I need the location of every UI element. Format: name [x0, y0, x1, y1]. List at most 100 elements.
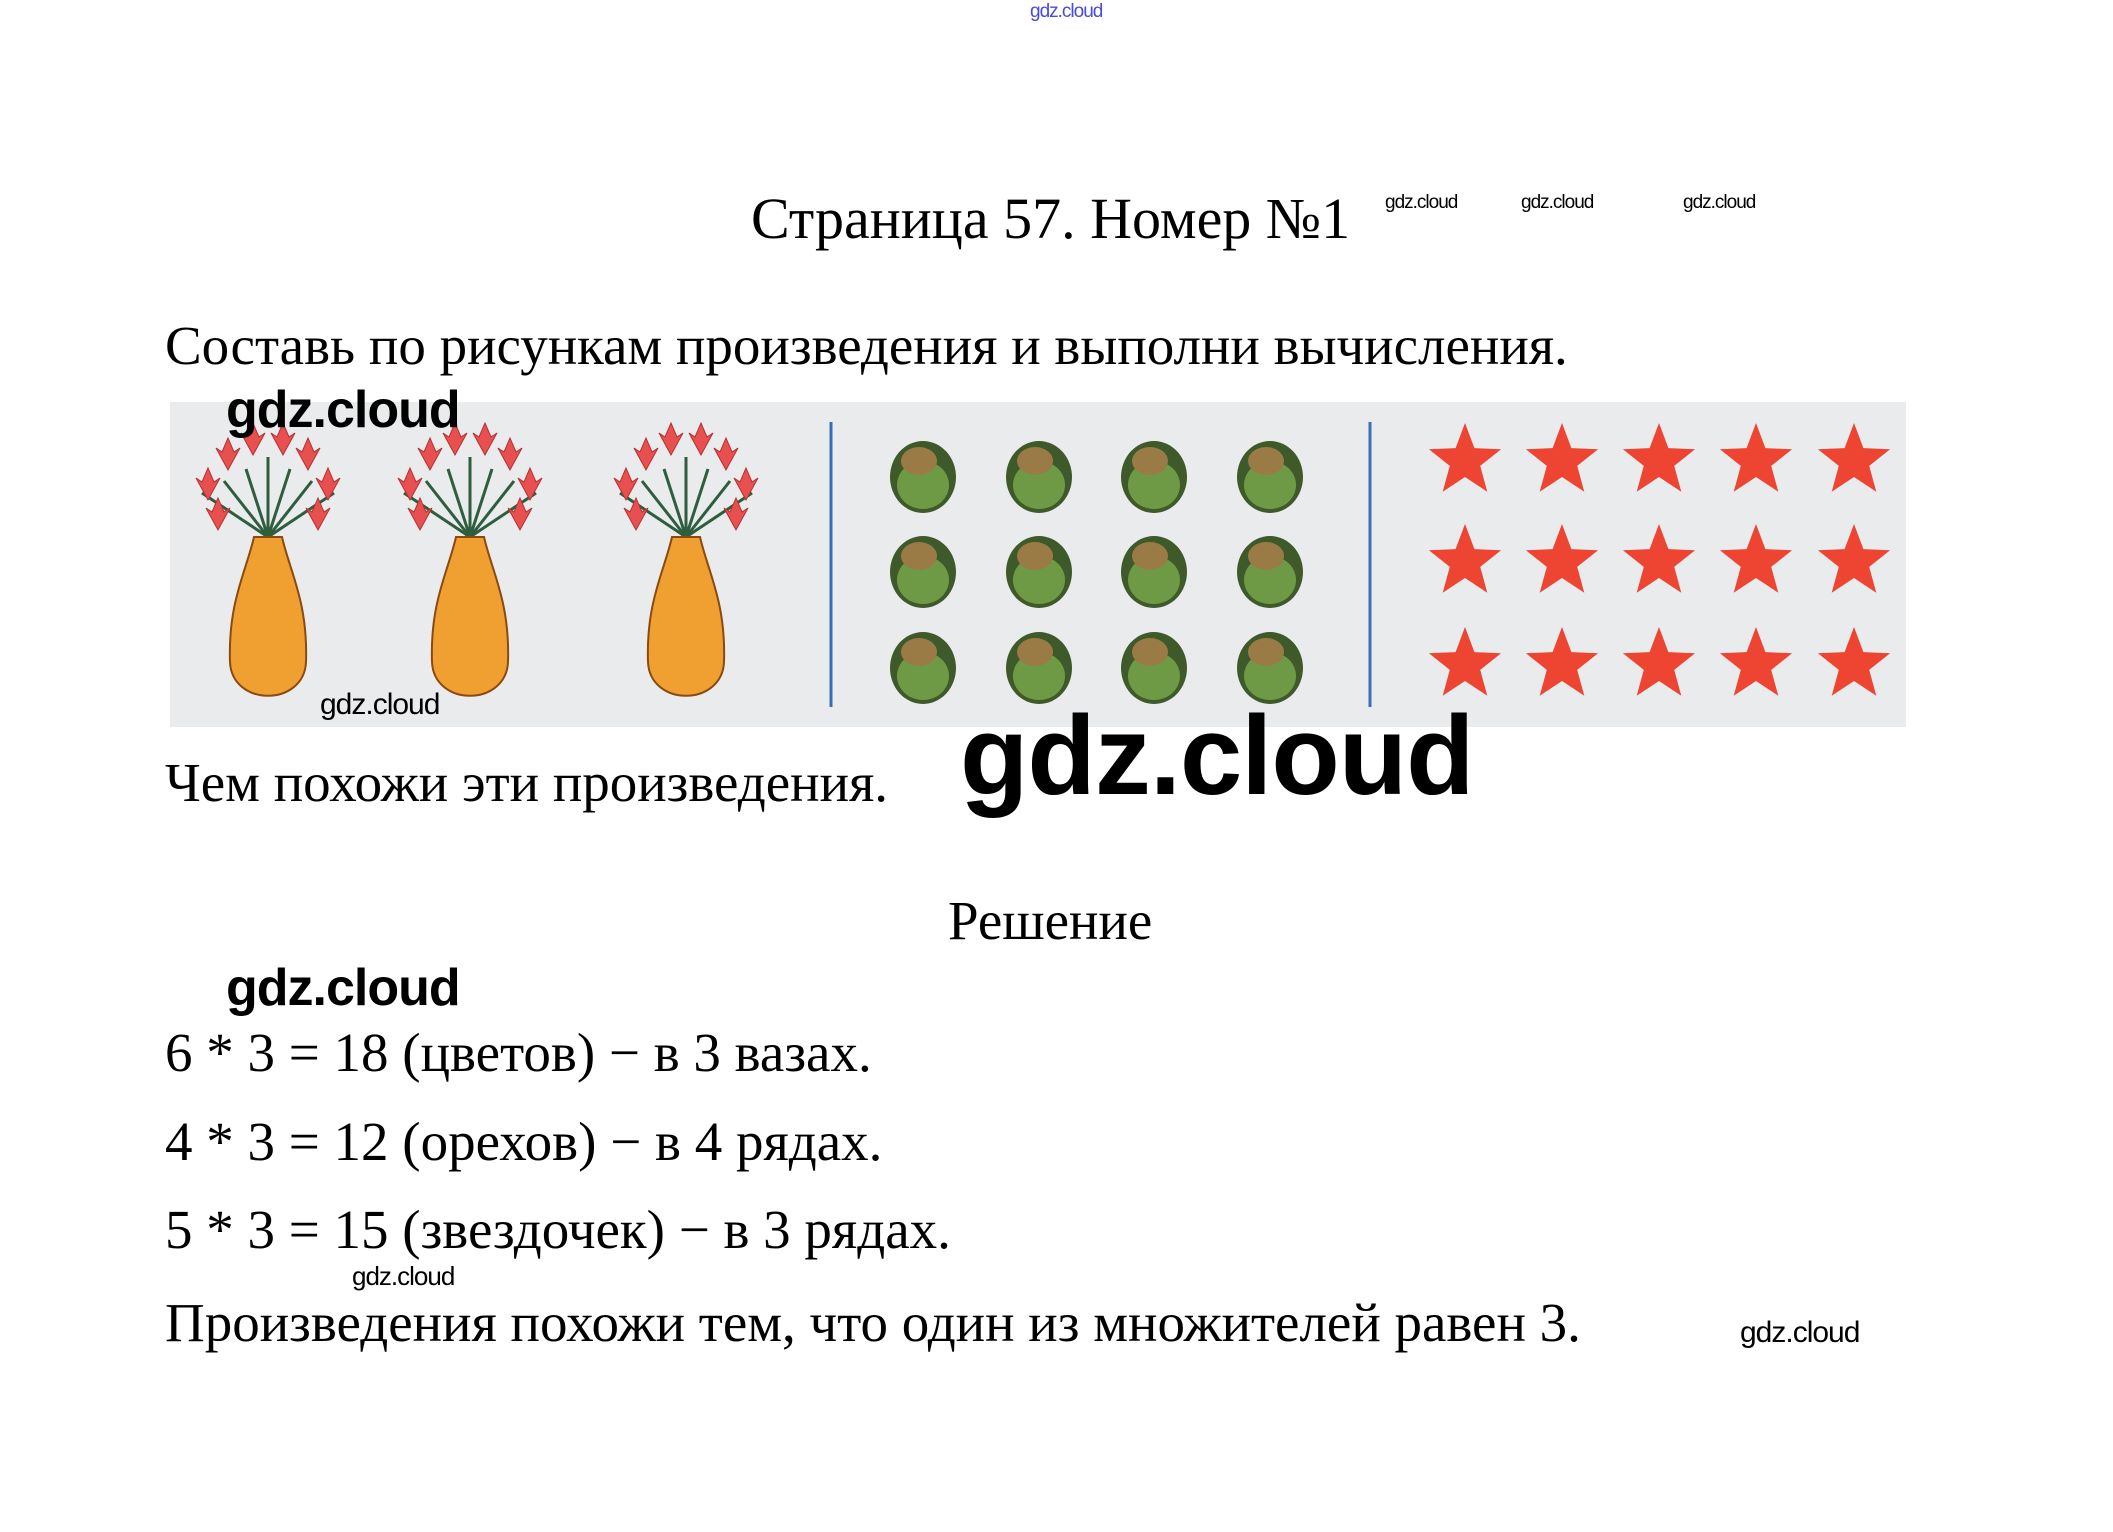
solution-line-1: 6 * 3 = 18 (цветов) − в 3 вазах. [165, 1022, 872, 1083]
nut [1237, 536, 1303, 608]
flower-stem [266, 480, 314, 538]
flower-stem [201, 491, 269, 539]
solution-heading: Решение [948, 890, 1153, 951]
flower [497, 436, 523, 472]
flower-stem [469, 491, 537, 539]
nut-top [1248, 638, 1284, 666]
star [1622, 627, 1696, 696]
star [1719, 627, 1793, 696]
flower [733, 466, 759, 502]
nut-top [1017, 447, 1053, 475]
star [1817, 627, 1891, 696]
watermark-above-solution: gdz.cloud [226, 959, 461, 1017]
flower [407, 496, 433, 532]
flower-stem [684, 468, 710, 538]
flower [397, 466, 423, 502]
flower [315, 466, 341, 502]
flower-stem [468, 480, 516, 538]
nut [1121, 632, 1187, 704]
nut [890, 536, 956, 608]
watermark-above-last-line: gdz.cloud [352, 1261, 455, 1291]
star [1428, 524, 1502, 593]
nut [1121, 536, 1187, 608]
watermark-top: gdz.cloud [1030, 1, 1103, 22]
nut [1006, 536, 1072, 608]
flower [270, 421, 296, 457]
flower [613, 466, 639, 502]
flower [633, 436, 659, 472]
flower-stem [424, 480, 472, 538]
flower [658, 421, 684, 457]
question-text: Чем похожи эти произведения. [165, 752, 889, 813]
nut-top [901, 638, 937, 666]
flower [195, 466, 221, 502]
star [1525, 524, 1599, 593]
star [1525, 627, 1599, 696]
nut-top [901, 447, 937, 475]
nut [890, 632, 956, 704]
flower [295, 436, 321, 472]
flower [472, 421, 498, 457]
nut-top [1017, 542, 1053, 570]
nut [1237, 632, 1303, 704]
flower [713, 436, 739, 472]
flower [723, 496, 749, 532]
nut-top [1132, 638, 1168, 666]
nut [1121, 441, 1187, 513]
watermark-title-1: gdz.cloud [1385, 192, 1458, 213]
flower [623, 496, 649, 532]
task-picture [170, 402, 1906, 727]
star [1622, 524, 1696, 593]
flower-stem [446, 468, 472, 538]
page-title: Страница 57. Номер №1 [751, 186, 1351, 251]
task-text: Составь по рисункам произведения и выпол… [165, 315, 1568, 376]
flower-stem [619, 491, 687, 539]
star [1525, 423, 1599, 492]
vase [430, 536, 510, 697]
solution-line-3: 5 * 3 = 15 (звездочек) − в 3 рядах. [165, 1199, 951, 1260]
flower-stem [468, 468, 494, 538]
flower [417, 436, 443, 472]
vase-with-flowers [195, 421, 341, 697]
flower [305, 496, 331, 532]
nut-top [1248, 447, 1284, 475]
star [1428, 627, 1502, 696]
flower-stem [662, 468, 688, 538]
nut [1237, 441, 1303, 513]
nut [1006, 441, 1072, 513]
flower [205, 496, 231, 532]
flower-stem [266, 468, 292, 538]
watermark-title-2: gdz.cloud [1521, 192, 1594, 213]
watermark-big: gdz.cloud [960, 693, 1475, 818]
vase-with-flowers [613, 421, 759, 697]
star [1428, 423, 1502, 492]
flower-stem [684, 480, 732, 538]
flower [442, 421, 468, 457]
flower-stem [267, 491, 335, 539]
nut-top [1248, 542, 1284, 570]
watermark-title-3: gdz.cloud [1683, 192, 1756, 213]
flower [215, 436, 241, 472]
star [1719, 423, 1793, 492]
star [1817, 423, 1891, 492]
vase [228, 536, 308, 697]
flower [507, 496, 533, 532]
nut-top [1017, 638, 1053, 666]
star [1817, 524, 1891, 593]
star [1719, 524, 1793, 593]
task-picture-svg [195, 421, 1891, 707]
watermark-in-picture: gdz.cloud [320, 688, 440, 721]
nut [890, 441, 956, 513]
nut-top [901, 542, 937, 570]
star [1622, 423, 1696, 492]
vase [646, 536, 726, 697]
nut-top [1132, 447, 1168, 475]
flower-stem [403, 491, 471, 539]
flower-stem [640, 480, 688, 538]
flower [240, 421, 266, 457]
watermark-above-picture: gdz.cloud [226, 381, 461, 439]
nut [1006, 632, 1072, 704]
flower [517, 466, 543, 502]
vase-with-flowers [397, 421, 543, 697]
watermark-end-of-last-line: gdz.cloud [1740, 1316, 1860, 1349]
